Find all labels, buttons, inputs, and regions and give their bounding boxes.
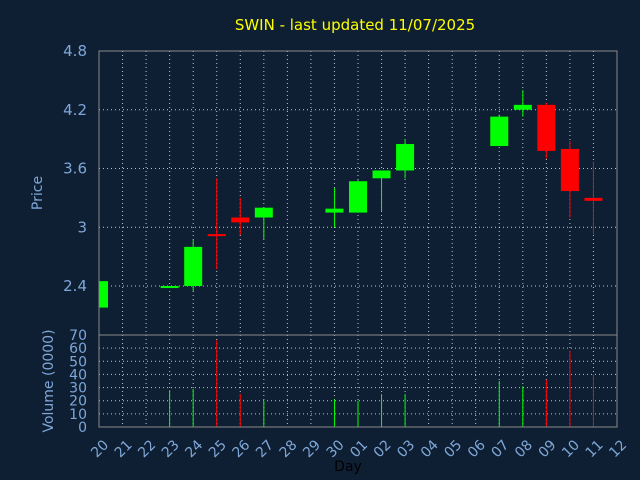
x-tick-labels: 20 21 22 23 24 25 26 27 28 29 30 01 02 03 04 05 06 07 08 09… <box>88 437 630 461</box>
volume-bars <box>169 340 594 427</box>
x-tick-label: 03 <box>394 437 418 461</box>
x-tick-label: 09 <box>536 437 560 461</box>
price-tick-label: 4.2 <box>63 101 87 119</box>
volume-tick-label: 0 <box>78 420 87 436</box>
volume-tick-label: 50 <box>69 354 87 370</box>
x-tick-label: 24 <box>182 437 206 461</box>
candle-body-up <box>372 170 391 179</box>
candle-body-down <box>584 197 603 201</box>
x-tick-label: 12 <box>606 437 630 461</box>
x-tick-label: 21 <box>112 437 136 461</box>
candle-body-up <box>99 281 108 308</box>
volume-tick-label: 30 <box>69 381 87 397</box>
candle-body-up <box>160 286 179 289</box>
price-tick-label: 3.6 <box>63 160 87 178</box>
x-tick-label: 10 <box>559 437 583 461</box>
candle-body-up <box>254 207 273 218</box>
x-tick-label: 06 <box>465 437 489 461</box>
x-axis-label: Day <box>334 459 362 475</box>
x-tick-label: 26 <box>229 437 253 461</box>
x-tick-label: 29 <box>300 437 324 461</box>
price-tick-label: 4.8 <box>63 42 87 60</box>
candle-body-up <box>396 144 415 171</box>
x-tick-label: 08 <box>512 437 536 461</box>
x-tick-label: 28 <box>277 437 301 461</box>
x-tick-label: 05 <box>441 437 465 461</box>
volume-plot-frame <box>98 334 618 428</box>
candle-body-up <box>490 116 509 146</box>
volume-tick-label: 60 <box>69 341 87 357</box>
x-tick-label: 02 <box>371 437 395 461</box>
price-tick-labels: 4.8 4.2 3.6 3 2.4 <box>63 42 87 295</box>
volume-tick-label: 10 <box>69 407 87 423</box>
price-tick-label: 2.4 <box>63 277 87 295</box>
candle-body-up <box>513 104 532 110</box>
x-tick-label: 23 <box>159 437 183 461</box>
x-tick-label: 22 <box>135 437 159 461</box>
x-tick-label: 27 <box>253 437 277 461</box>
chart-title: SWIN - last updated 11/07/2025 <box>235 16 475 34</box>
volume-tick-label: 40 <box>69 367 87 383</box>
candle-body-down <box>231 217 250 223</box>
volume-tick-label: 70 <box>69 328 87 344</box>
candle-body-up <box>325 208 344 213</box>
volume-axis-label: Volume (0000) <box>41 329 57 432</box>
x-tick-label: 04 <box>418 437 442 461</box>
candle-body-down <box>207 234 226 237</box>
x-tick-label: 07 <box>488 437 512 461</box>
candles <box>98 90 603 308</box>
candle-body-down <box>560 148 579 192</box>
x-tick-label: 25 <box>206 437 230 461</box>
x-tick-label: 11 <box>583 437 607 461</box>
candle-body-up <box>349 181 367 213</box>
candle-body-down <box>537 104 556 151</box>
price-tick-label: 3 <box>77 218 87 236</box>
price-axis-label: Price <box>30 176 46 210</box>
x-tick-label: 30 <box>324 437 348 461</box>
candle-body-up <box>184 246 203 287</box>
x-tick-label: 01 <box>347 437 371 461</box>
volume-tick-label: 20 <box>69 394 87 410</box>
x-tick-label: 20 <box>88 437 112 461</box>
